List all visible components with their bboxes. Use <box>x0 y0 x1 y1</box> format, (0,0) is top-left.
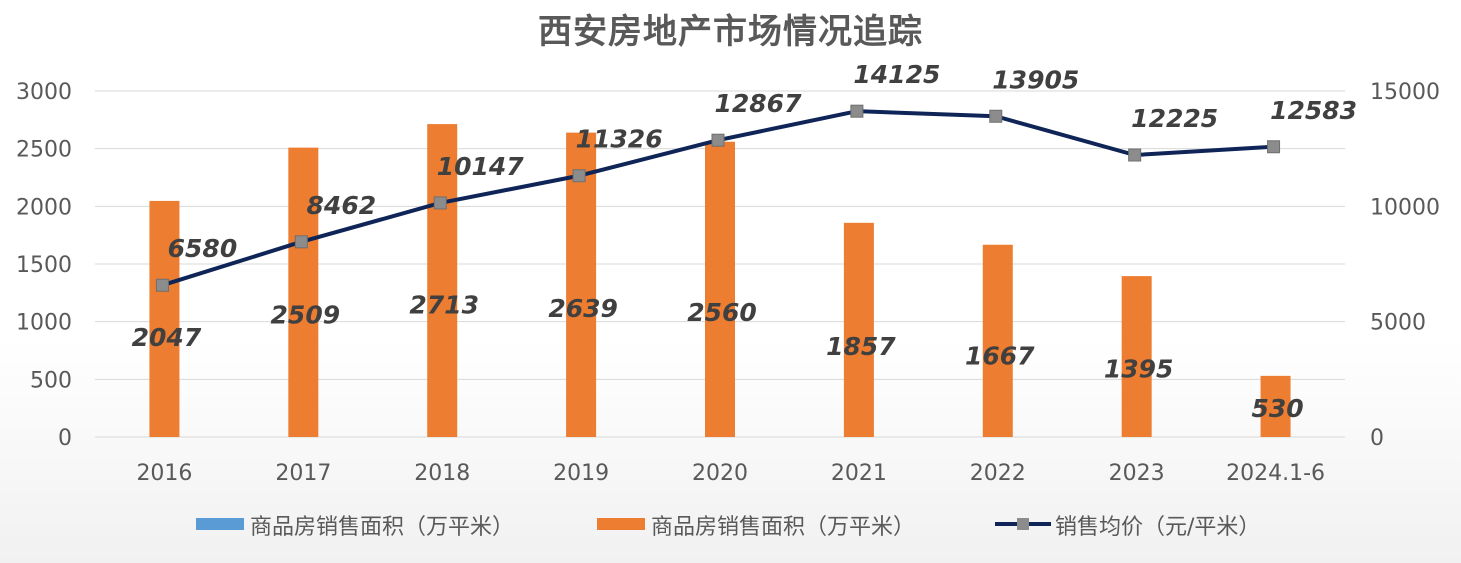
left-axis-tick-label: 2000 <box>16 195 72 220</box>
bar-data-label: 2560 <box>687 298 757 327</box>
bar-series <box>149 124 1291 438</box>
line-marker <box>1128 148 1142 162</box>
line-marker <box>711 133 725 147</box>
x-axis-tick-label: 2020 <box>692 461 748 486</box>
left-axis-tick-label: 1500 <box>16 253 72 278</box>
line-marker <box>850 104 864 118</box>
right-axis-tick-label: 0 <box>1370 426 1384 451</box>
bar <box>1121 276 1152 437</box>
x-axis-tick-label: 2018 <box>414 461 470 486</box>
legend-label: 商品房销售面积（万平米） <box>250 515 514 540</box>
bar <box>1260 375 1291 437</box>
line-data-label: 14125 <box>853 60 940 89</box>
legend-label: 商品房销售面积（万平米） <box>651 515 915 540</box>
x-axis-tick-label: 2022 <box>970 461 1026 486</box>
x-axis-tick-label: 2021 <box>831 461 887 486</box>
bar-data-label: 1857 <box>826 332 896 361</box>
line-data-label: 10147 <box>437 152 525 181</box>
bar-data-label: 2047 <box>132 323 202 352</box>
left-axis-tick-label: 3000 <box>16 80 72 105</box>
right-axis-tick-label: 5000 <box>1370 311 1426 336</box>
line-data-label: 12583 <box>1270 96 1357 125</box>
left-axis-tick-label: 1000 <box>16 311 72 336</box>
axes: 0 500 1000 1500 2000 2500 3000 0 5000 10000 15000 2… <box>16 80 1440 486</box>
x-axis-tick-label: 2016 <box>136 461 192 486</box>
line-data-label: 6580 <box>168 234 238 263</box>
bar-data-label: 530 <box>1251 394 1303 423</box>
bar <box>149 200 180 437</box>
chart-title: 西安房地产市场情况追踪 <box>538 12 923 52</box>
line-marker <box>294 235 308 249</box>
left-axis-tick-label: 0 <box>58 426 72 451</box>
legend-swatch <box>196 518 244 530</box>
legend: 商品房销售面积（万平米） 商品房销售面积（万平米） 销售均价（元/平米） <box>196 515 1260 540</box>
bar-data-label: 2509 <box>271 300 341 329</box>
x-axis-tick-label: 2023 <box>1109 461 1165 486</box>
line-data-label: 13905 <box>992 65 1079 94</box>
line-marker <box>572 169 586 183</box>
bar-data-label: 1667 <box>965 341 1035 370</box>
x-axis-tick-label: 2019 <box>553 461 609 486</box>
legend-marker <box>1017 518 1029 530</box>
right-axis-tick-label: 10000 <box>1370 195 1440 220</box>
bar-data-label: 1395 <box>1104 354 1174 383</box>
line-data-label: 11326 <box>576 125 663 154</box>
line-marker <box>1267 140 1281 154</box>
data-labels: 2047 2509 2713 2639 2560 1857 1667 1395 530 6580 8… <box>132 60 1357 423</box>
bar <box>288 147 319 437</box>
bar <box>566 132 597 438</box>
right-axis-tick-label: 15000 <box>1370 80 1440 105</box>
line-data-label: 12225 <box>1131 104 1218 133</box>
bar <box>427 124 458 437</box>
bar <box>843 222 874 437</box>
bar <box>705 141 735 437</box>
x-axis-tick-label: 2017 <box>275 461 331 486</box>
line-data-label: 12867 <box>715 89 803 118</box>
bar <box>982 244 1013 437</box>
line-marker <box>155 278 169 292</box>
left-axis-tick-label: 500 <box>30 368 72 393</box>
line-series <box>155 104 1281 292</box>
line-data-label: 8462 <box>307 191 377 220</box>
bar-data-label: 2639 <box>548 294 618 323</box>
left-axis-tick-label: 2500 <box>16 138 72 163</box>
x-axis-tick-label: 2024.1-6 <box>1226 461 1325 486</box>
bar-data-label: 2713 <box>409 291 479 320</box>
line-marker <box>433 196 447 210</box>
legend-label: 销售均价（元/平米） <box>1055 515 1260 540</box>
legend-swatch <box>597 518 645 530</box>
line-marker <box>989 109 1003 123</box>
